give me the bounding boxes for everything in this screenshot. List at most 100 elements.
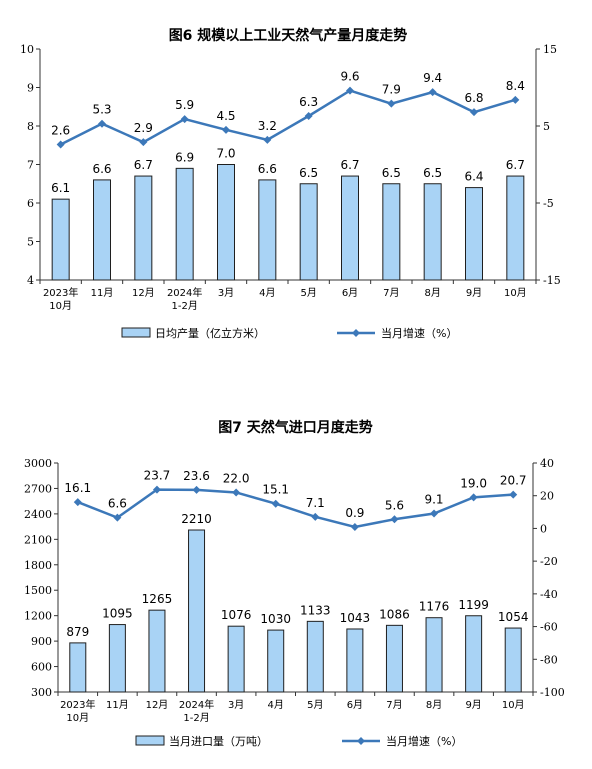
x-tick-label: 2024年 1-2月 <box>179 698 214 724</box>
chart-1: 图6 规模以上工业天然气产量月度走势 4 5 6 7 8 9 10 -15 -5 5 15 2023年 1… <box>20 27 561 340</box>
bar <box>382 183 401 281</box>
x-tick-label: 2023年 10月 <box>43 286 78 312</box>
y-right-tick-label: -40 <box>540 588 558 601</box>
line-point <box>428 88 437 97</box>
chart-title: 图7 天然气进口月度走势 <box>218 419 373 436</box>
line-point <box>430 509 439 518</box>
legend-bar-swatch <box>121 327 151 338</box>
x-tick-label: 4月 <box>268 699 284 711</box>
line-value-label: 15.1 <box>262 483 289 497</box>
y-right-tick-label: -15 <box>543 274 561 287</box>
legend-bar-swatch <box>135 735 165 746</box>
bar <box>217 164 235 281</box>
y-right-tick-label: -20 <box>540 555 558 568</box>
x-tick-label: 10月 <box>502 699 525 711</box>
line-value-label: 7.9 <box>382 83 401 97</box>
x-tick-label: 2023年 10月 <box>60 698 95 724</box>
bar <box>175 167 194 281</box>
legend-bar-label: 日均产量（亿立方米） <box>155 326 265 340</box>
y-left-tick-label: 8 <box>27 120 34 133</box>
line-point <box>387 99 396 108</box>
bar <box>504 627 522 693</box>
bar-value-label: 6.7 <box>134 158 153 172</box>
line-point <box>56 140 65 149</box>
line-value-label: 20.7 <box>500 474 527 488</box>
bar-value-label: 6.7 <box>340 158 359 172</box>
y-left-tick-label: 300 <box>31 686 52 699</box>
bar <box>425 617 443 693</box>
line-point <box>511 95 520 104</box>
line-value-label: 4.5 <box>216 109 235 123</box>
bar-value-label: 1176 <box>419 600 450 614</box>
legend-line-marker <box>357 737 365 745</box>
bar-value-label: 1199 <box>458 598 489 612</box>
bar <box>188 529 206 693</box>
bar-value-label: 879 <box>66 625 89 639</box>
bar-value-label: 1076 <box>221 608 252 622</box>
line-value-label: 9.4 <box>423 71 442 85</box>
line-point <box>271 499 280 508</box>
bar-value-label: 6.5 <box>299 166 318 180</box>
x-tick-label: 3月 <box>218 287 234 299</box>
line-point <box>73 498 82 507</box>
growth-line <box>77 488 514 529</box>
bar <box>258 179 277 281</box>
y-right-tick-label: -80 <box>540 653 558 666</box>
y-left-tick-label: 3000 <box>24 457 52 470</box>
bar <box>148 609 166 693</box>
bar-value-label: 6.5 <box>423 166 442 180</box>
line-point <box>152 485 161 494</box>
bar <box>346 628 364 693</box>
line-value-label: 5.9 <box>175 98 194 112</box>
line-value-label: 3.2 <box>258 119 277 133</box>
y-left-tick-label: 6 <box>27 197 34 210</box>
bar-value-label: 7.0 <box>216 147 235 161</box>
x-tick-label: 3月 <box>228 699 244 711</box>
bar-value-label: 6.1 <box>51 181 70 195</box>
bar-value-label: 1095 <box>102 607 133 621</box>
line-value-label: 7.1 <box>306 496 325 510</box>
line-point <box>304 111 313 120</box>
bar-value-label: 6.6 <box>92 162 111 176</box>
x-tick-label: 9月 <box>465 699 481 711</box>
y-left-tick-label: 9 <box>27 82 34 95</box>
y-left-tick-label: 7 <box>27 159 34 172</box>
x-tick-label: 6月 <box>347 699 363 711</box>
line-point <box>232 488 241 497</box>
line-value-label: 22.0 <box>223 471 250 485</box>
legend: 日均产量（亿立方米） 当月增速（%） <box>121 326 457 340</box>
y-right-tick-label: 5 <box>543 120 550 133</box>
line-value-label: 9.6 <box>340 70 359 84</box>
y-right-tick-label: 40 <box>540 457 554 470</box>
line-point <box>311 512 320 521</box>
bar-value-label: 6.9 <box>175 150 194 164</box>
line-value-label: 2.6 <box>51 123 70 137</box>
y-left-tick-label: 2700 <box>24 482 52 495</box>
bar-value-label: 1030 <box>260 612 291 626</box>
line-point <box>139 138 148 147</box>
x-tick-label: 7月 <box>386 699 402 711</box>
legend-line-label: 当月增速（%） <box>386 734 462 748</box>
bar <box>341 175 359 281</box>
line-point <box>263 135 272 144</box>
y-left-tick-label: 900 <box>31 635 52 648</box>
chart-2: 图7 天然气进口月度走势 300 600 900 1200 1500 1800 2100 240… <box>24 419 565 748</box>
bar-value-label: 1265 <box>142 592 173 606</box>
y-right-tick-label: 0 <box>540 522 547 535</box>
legend-line-marker <box>352 329 360 337</box>
x-tick-label: 5月 <box>300 287 316 299</box>
bar-value-label: 2210 <box>181 512 212 526</box>
line-value-label: 5.6 <box>385 498 404 512</box>
line-value-label: 19.0 <box>460 476 487 490</box>
bar <box>423 183 442 281</box>
bar <box>506 175 525 281</box>
growth-line <box>60 89 516 146</box>
line-value-label: 23.6 <box>183 469 210 483</box>
line-point <box>113 513 122 522</box>
bar <box>134 175 153 281</box>
bar-value-label: 1133 <box>300 603 331 617</box>
x-tick-label: 2024年 1-2月 <box>167 286 202 312</box>
x-tick-label: 9月 <box>466 287 482 299</box>
bar <box>306 620 324 693</box>
y-right-tick-label: -100 <box>540 686 565 699</box>
